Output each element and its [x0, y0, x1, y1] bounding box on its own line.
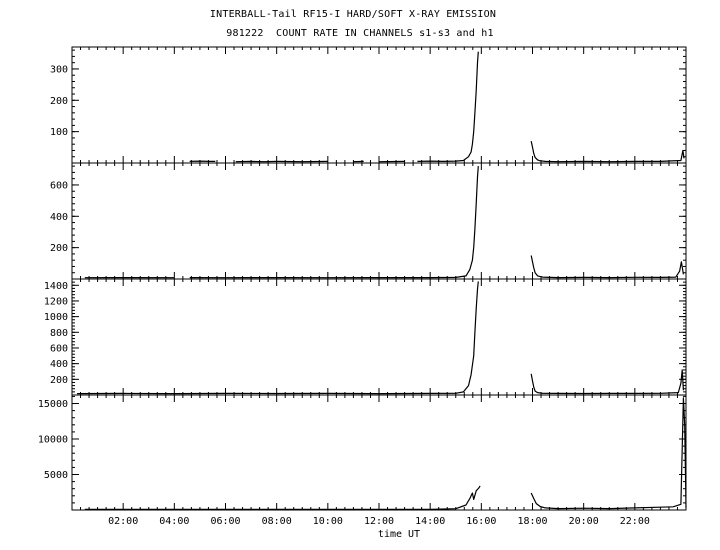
x-tick-label: 22:00: [620, 516, 650, 527]
panel-4-frame: [71, 394, 687, 511]
x-tick-label: 12:00: [364, 516, 394, 527]
panel-2-frame: [71, 162, 687, 280]
panel-2-y-tick-label: 600: [50, 180, 68, 191]
x-tick-label: 18:00: [517, 516, 547, 527]
panel-1-y-tick-label: 100: [50, 127, 68, 138]
panel-2-y-tick-label: 400: [50, 212, 68, 223]
panel-3-y-tick-label: 800: [50, 328, 68, 339]
x-tick-label: 20:00: [569, 516, 599, 527]
x-tick-label: 16:00: [466, 516, 496, 527]
x-axis-label: time UT: [378, 529, 420, 540]
panel-2-series-segment-2: [189, 166, 479, 279]
x-tick-label: 02:00: [108, 516, 138, 527]
chart-title-line-1: INTERBALL-Tail RF15-I HARD/SOFT X-RAY EM…: [209, 9, 497, 20]
panel-1-series-segment-7: [530, 140, 685, 163]
panel-4-y-tick-label: 10000: [38, 435, 68, 446]
panel-1-frame: [71, 46, 687, 164]
panel-2-y-tick-label: 200: [50, 243, 68, 254]
panel-1-y-tick-label: 300: [50, 64, 68, 75]
panel-3-series-segment-2: [530, 369, 684, 395]
panel-1-y-tick-label: 200: [50, 96, 68, 107]
panel-3-y-tick-label: 1200: [44, 296, 68, 307]
panel-4-series-segment-2: [530, 397, 687, 510]
panel-3-frame: [71, 278, 687, 396]
panel-3-y-tick-label: 200: [50, 375, 68, 386]
x-tick-label: 14:00: [415, 516, 445, 527]
panel-3-series-segment-1: [77, 281, 479, 395]
panel-2-series-segment-3: [530, 255, 684, 279]
x-tick-label: 06:00: [210, 516, 240, 527]
panel-4-series-segment-1: [84, 485, 481, 510]
panel-4-y-tick-label: 15000: [38, 399, 68, 410]
panel-3-y-tick-label: 400: [50, 359, 68, 370]
chart-title-line-2: 981222 COUNT RATE IN CHANNELS s1-s3 and …: [226, 28, 494, 39]
panel-3-y-tick-label: 1000: [44, 312, 68, 323]
x-tick-label: 08:00: [262, 516, 292, 527]
panel-4-y-tick-label: 5000: [44, 470, 68, 481]
x-tick-label: 10:00: [313, 516, 343, 527]
panel-1-series-segment-6: [417, 51, 479, 162]
panel-3-y-tick-label: 600: [50, 343, 68, 354]
panel-3-y-tick-label: 1400: [44, 281, 68, 292]
x-tick-label: 04:00: [159, 516, 189, 527]
